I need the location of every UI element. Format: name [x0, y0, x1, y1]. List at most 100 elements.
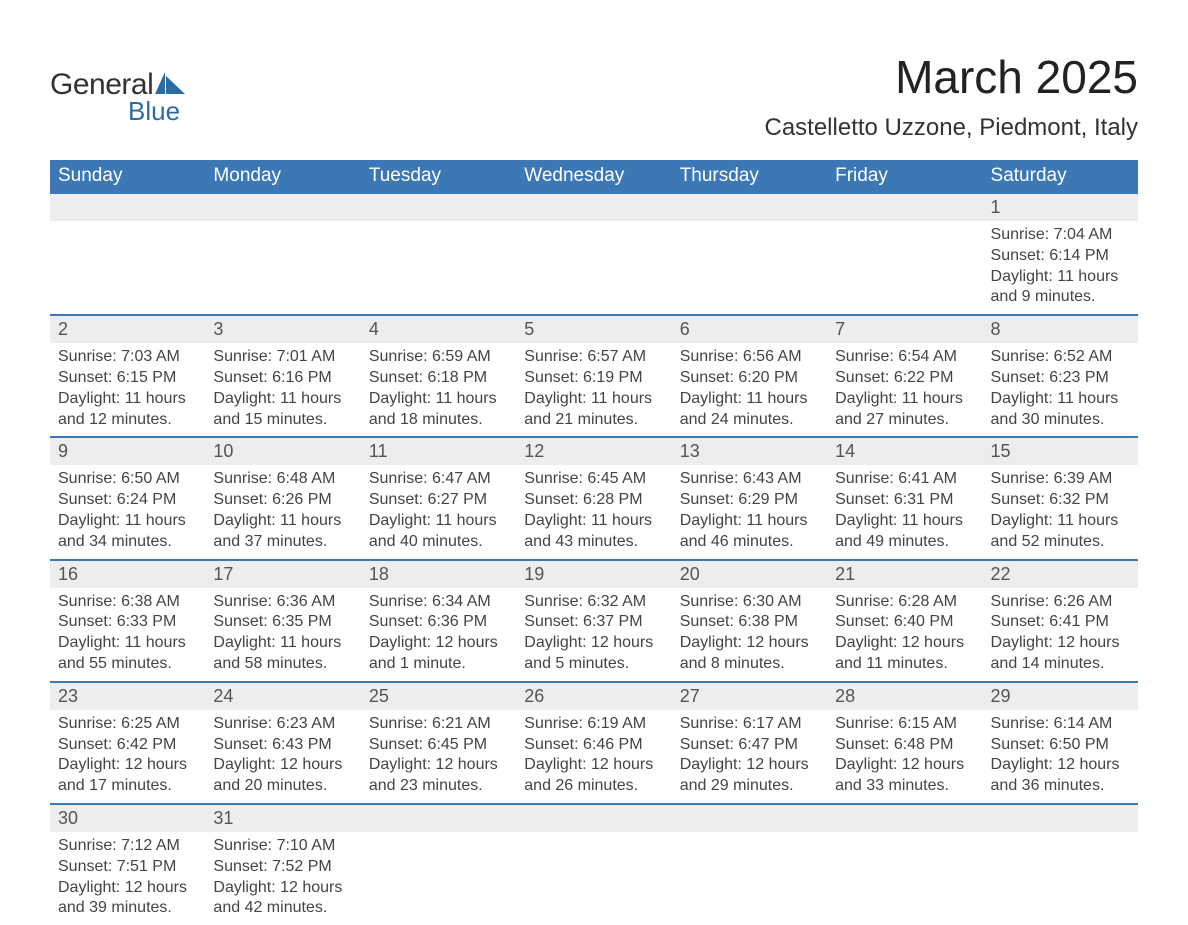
day-detail-cell: Sunrise: 7:04 AMSunset: 6:14 PMDaylight:…: [983, 221, 1138, 315]
day-number: 30: [58, 808, 78, 828]
daylight-text: Daylight: 11 hours: [58, 633, 197, 654]
day-detail-cell: Sunrise: 6:17 AMSunset: 6:47 PMDaylight:…: [672, 710, 827, 804]
day-detail-cell: [361, 832, 516, 925]
day-number-cell: 31: [205, 804, 360, 832]
day-header: Sunday: [50, 160, 205, 193]
sunrise-text: Sunrise: 6:41 AM: [835, 469, 974, 490]
day-header: Tuesday: [361, 160, 516, 193]
day-detail-cell: Sunrise: 6:50 AMSunset: 6:24 PMDaylight:…: [50, 465, 205, 559]
day-detail-row: Sunrise: 7:12 AMSunset: 7:51 PMDaylight:…: [50, 832, 1138, 925]
daylight-text: Daylight: 12 hours: [524, 755, 663, 776]
day-number: 6: [680, 319, 690, 339]
daylight-text: and 12 minutes.: [58, 410, 197, 431]
daylight-text: Daylight: 11 hours: [991, 511, 1130, 532]
sunrise-text: Sunrise: 6:14 AM: [991, 714, 1130, 735]
sunset-text: Sunset: 6:14 PM: [991, 246, 1130, 267]
daylight-text: and 17 minutes.: [58, 776, 197, 797]
day-detail-cell: Sunrise: 6:45 AMSunset: 6:28 PMDaylight:…: [516, 465, 671, 559]
daylight-text: Daylight: 12 hours: [213, 878, 352, 899]
day-number: 28: [835, 686, 855, 706]
day-number-cell: [361, 804, 516, 832]
day-number: 31: [213, 808, 233, 828]
day-detail-cell: [516, 221, 671, 315]
day-number-cell: 21: [827, 560, 982, 588]
day-detail-cell: Sunrise: 6:30 AMSunset: 6:38 PMDaylight:…: [672, 588, 827, 682]
day-detail-cell: Sunrise: 6:14 AMSunset: 6:50 PMDaylight:…: [983, 710, 1138, 804]
daylight-text: and 43 minutes.: [524, 532, 663, 553]
day-detail-cell: Sunrise: 6:54 AMSunset: 6:22 PMDaylight:…: [827, 343, 982, 437]
daylight-text: and 21 minutes.: [524, 410, 663, 431]
sunset-text: Sunset: 6:46 PM: [524, 735, 663, 756]
day-number-cell: [672, 804, 827, 832]
daylight-text: Daylight: 12 hours: [835, 755, 974, 776]
sunset-text: Sunset: 6:35 PM: [213, 612, 352, 633]
sunrise-text: Sunrise: 6:45 AM: [524, 469, 663, 490]
day-number-cell: 23: [50, 682, 205, 710]
title-block: March 2025 Castelletto Uzzone, Piedmont,…: [764, 50, 1138, 142]
sunrise-text: Sunrise: 6:43 AM: [680, 469, 819, 490]
day-number-cell: 19: [516, 560, 671, 588]
day-detail-cell: Sunrise: 6:39 AMSunset: 6:32 PMDaylight:…: [983, 465, 1138, 559]
day-number-cell: 24: [205, 682, 360, 710]
month-title: March 2025: [764, 50, 1138, 104]
day-detail-cell: Sunrise: 7:10 AMSunset: 7:52 PMDaylight:…: [205, 832, 360, 925]
daylight-text: and 26 minutes.: [524, 776, 663, 797]
day-detail-cell: Sunrise: 6:47 AMSunset: 6:27 PMDaylight:…: [361, 465, 516, 559]
sunset-text: Sunset: 6:40 PM: [835, 612, 974, 633]
day-number: 20: [680, 564, 700, 584]
day-number-cell: 9: [50, 437, 205, 465]
day-detail-cell: Sunrise: 6:32 AMSunset: 6:37 PMDaylight:…: [516, 588, 671, 682]
day-number-cell: 14: [827, 437, 982, 465]
daylight-text: Daylight: 11 hours: [369, 511, 508, 532]
daylight-text: and 39 minutes.: [58, 898, 197, 919]
day-number: 14: [835, 441, 855, 461]
day-number-cell: 15: [983, 437, 1138, 465]
day-header: Wednesday: [516, 160, 671, 193]
sunset-text: Sunset: 6:42 PM: [58, 735, 197, 756]
daylight-text: and 9 minutes.: [991, 287, 1130, 308]
day-detail-cell: [983, 832, 1138, 925]
sunrise-text: Sunrise: 6:38 AM: [58, 592, 197, 613]
daylight-text: and 1 minute.: [369, 654, 508, 675]
sunrise-text: Sunrise: 6:25 AM: [58, 714, 197, 735]
sunrise-text: Sunrise: 6:54 AM: [835, 347, 974, 368]
day-number-cell: 18: [361, 560, 516, 588]
day-number-cell: 8: [983, 315, 1138, 343]
day-detail-cell: Sunrise: 6:43 AMSunset: 6:29 PMDaylight:…: [672, 465, 827, 559]
sunrise-text: Sunrise: 6:56 AM: [680, 347, 819, 368]
day-number: 8: [991, 319, 1001, 339]
daylight-text: Daylight: 11 hours: [991, 389, 1130, 410]
sunrise-text: Sunrise: 6:17 AM: [680, 714, 819, 735]
daylight-text: and 5 minutes.: [524, 654, 663, 675]
sunrise-text: Sunrise: 6:57 AM: [524, 347, 663, 368]
sunrise-text: Sunrise: 7:10 AM: [213, 836, 352, 857]
sunset-text: Sunset: 6:31 PM: [835, 490, 974, 511]
logo-mark-icon: [155, 72, 185, 99]
sunrise-text: Sunrise: 6:19 AM: [524, 714, 663, 735]
daylight-text: and 14 minutes.: [991, 654, 1130, 675]
daylight-text: Daylight: 12 hours: [680, 755, 819, 776]
day-detail-cell: Sunrise: 6:23 AMSunset: 6:43 PMDaylight:…: [205, 710, 360, 804]
day-header: Thursday: [672, 160, 827, 193]
day-number-cell: [983, 804, 1138, 832]
sunset-text: Sunset: 6:15 PM: [58, 368, 197, 389]
sunrise-text: Sunrise: 6:30 AM: [680, 592, 819, 613]
sunrise-text: Sunrise: 7:04 AM: [991, 225, 1130, 246]
day-detail-cell: [672, 832, 827, 925]
day-detail-cell: [827, 832, 982, 925]
day-detail-cell: Sunrise: 6:52 AMSunset: 6:23 PMDaylight:…: [983, 343, 1138, 437]
day-number-row: 16171819202122: [50, 560, 1138, 588]
day-number-cell: 3: [205, 315, 360, 343]
daylight-text: Daylight: 11 hours: [213, 389, 352, 410]
day-number: 18: [369, 564, 389, 584]
sunset-text: Sunset: 6:28 PM: [524, 490, 663, 511]
sunrise-text: Sunrise: 6:32 AM: [524, 592, 663, 613]
daylight-text: and 15 minutes.: [213, 410, 352, 431]
daylight-text: and 24 minutes.: [680, 410, 819, 431]
day-number-cell: 6: [672, 315, 827, 343]
day-number-cell: [516, 193, 671, 221]
daylight-text: and 27 minutes.: [835, 410, 974, 431]
daylight-text: and 55 minutes.: [58, 654, 197, 675]
day-number-cell: 1: [983, 193, 1138, 221]
day-number-cell: 4: [361, 315, 516, 343]
